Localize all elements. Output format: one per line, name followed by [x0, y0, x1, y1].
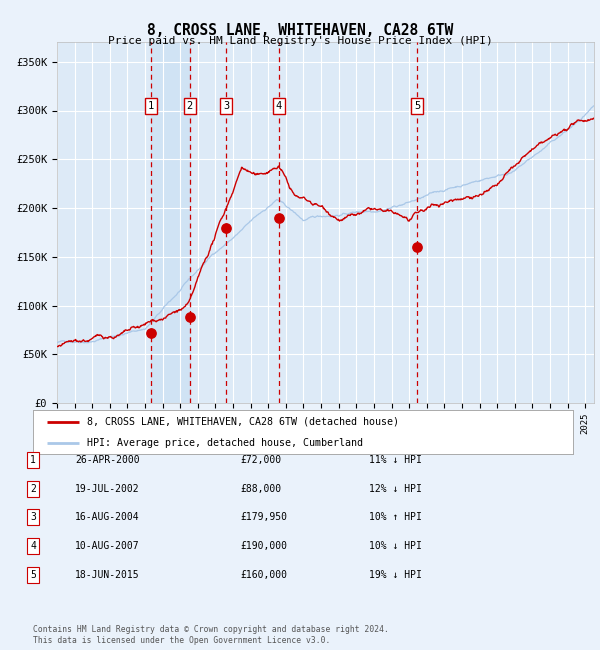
Point — [221, 222, 231, 233]
Text: £160,000: £160,000 — [240, 569, 287, 580]
Text: 3: 3 — [30, 512, 36, 523]
Point — [185, 312, 194, 322]
Text: 10% ↑ HPI: 10% ↑ HPI — [369, 512, 422, 523]
Text: £88,000: £88,000 — [240, 484, 281, 494]
Text: 11% ↓ HPI: 11% ↓ HPI — [369, 455, 422, 465]
Text: 5: 5 — [30, 569, 36, 580]
Text: Price paid vs. HM Land Registry's House Price Index (HPI): Price paid vs. HM Land Registry's House … — [107, 36, 493, 46]
Text: 1: 1 — [30, 455, 36, 465]
Text: 4: 4 — [30, 541, 36, 551]
Text: 18-JUN-2015: 18-JUN-2015 — [75, 569, 140, 580]
Text: 4: 4 — [276, 101, 282, 111]
Text: £179,950: £179,950 — [240, 512, 287, 523]
Text: £72,000: £72,000 — [240, 455, 281, 465]
Text: 5: 5 — [414, 101, 421, 111]
Bar — [151, 42, 190, 403]
Text: 19-JUL-2002: 19-JUL-2002 — [75, 484, 140, 494]
Text: 2: 2 — [30, 484, 36, 494]
Text: 16-AUG-2004: 16-AUG-2004 — [75, 512, 140, 523]
Text: 19% ↓ HPI: 19% ↓ HPI — [369, 569, 422, 580]
Text: 8, CROSS LANE, WHITEHAVEN, CA28 6TW: 8, CROSS LANE, WHITEHAVEN, CA28 6TW — [147, 23, 453, 38]
Point — [412, 242, 422, 252]
Point — [274, 213, 284, 223]
Text: Contains HM Land Registry data © Crown copyright and database right 2024.
This d: Contains HM Land Registry data © Crown c… — [33, 625, 389, 645]
Point — [146, 328, 155, 338]
Text: 1: 1 — [148, 101, 154, 111]
Text: 8, CROSS LANE, WHITEHAVEN, CA28 6TW (detached house): 8, CROSS LANE, WHITEHAVEN, CA28 6TW (det… — [87, 417, 399, 427]
Text: 10-AUG-2007: 10-AUG-2007 — [75, 541, 140, 551]
Text: HPI: Average price, detached house, Cumberland: HPI: Average price, detached house, Cumb… — [87, 437, 363, 448]
Text: 26-APR-2000: 26-APR-2000 — [75, 455, 140, 465]
Text: 3: 3 — [223, 101, 230, 111]
Text: 12% ↓ HPI: 12% ↓ HPI — [369, 484, 422, 494]
Text: 10% ↓ HPI: 10% ↓ HPI — [369, 541, 422, 551]
Text: £190,000: £190,000 — [240, 541, 287, 551]
Text: 2: 2 — [187, 101, 193, 111]
